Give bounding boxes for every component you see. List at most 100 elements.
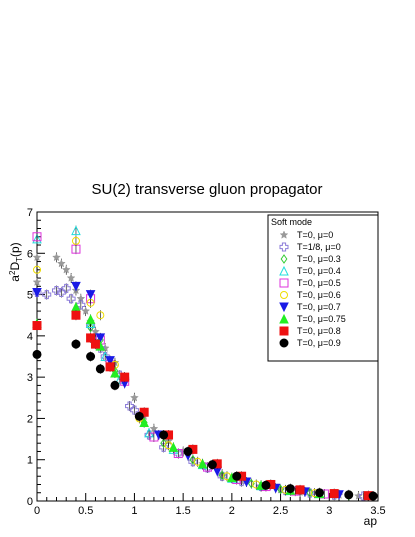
data-point bbox=[285, 484, 295, 494]
legend-entry: T=0, μ=0.4 bbox=[279, 265, 341, 276]
data-point bbox=[86, 352, 96, 361]
data-point bbox=[87, 322, 94, 333]
data-point bbox=[197, 458, 208, 469]
x-tick-label: 2.5 bbox=[273, 505, 288, 517]
data-point bbox=[261, 480, 271, 490]
data-point bbox=[96, 311, 105, 320]
data-point bbox=[86, 333, 96, 343]
data-point bbox=[120, 372, 130, 382]
y-axis-label: a2DT(p) bbox=[8, 242, 24, 281]
data-point bbox=[232, 471, 242, 481]
data-point bbox=[159, 430, 169, 440]
series-8 bbox=[32, 310, 373, 501]
data-point bbox=[207, 460, 217, 470]
data-point bbox=[61, 283, 71, 293]
x-tick-label: 1.5 bbox=[175, 505, 190, 517]
data-point bbox=[52, 252, 61, 262]
legend-label: T=0, μ=0.5 bbox=[297, 278, 341, 288]
legend-label: T=1/8, μ=0 bbox=[297, 242, 341, 252]
data-point bbox=[183, 446, 193, 456]
data-point bbox=[32, 277, 42, 286]
legend-box bbox=[267, 214, 379, 362]
data-point bbox=[81, 306, 91, 315]
data-point bbox=[61, 265, 71, 274]
legend-label: T=0, μ=0.8 bbox=[297, 326, 341, 336]
data-point bbox=[32, 233, 42, 244]
chart-title: SU(2) transverse gluon propagator bbox=[92, 181, 323, 198]
data-point bbox=[134, 411, 144, 421]
legend-marker bbox=[280, 291, 288, 299]
y-tick-label: 7 bbox=[27, 207, 33, 219]
x-axis-label: ap bbox=[364, 514, 378, 528]
data-point bbox=[95, 364, 105, 374]
legend-marker bbox=[279, 230, 289, 239]
data-point bbox=[368, 491, 378, 501]
x-axis-ticks: 0 0.5 1 1.5 2 2.5 3 3.5 bbox=[34, 493, 386, 517]
data-point bbox=[66, 273, 76, 282]
data-point bbox=[42, 290, 52, 300]
data-point bbox=[110, 380, 120, 390]
data-point bbox=[125, 401, 135, 411]
legend-entries: T=0, μ=0 T=1/8, μ=0 T=0, μ=0.3 T=0, μ=0.4 T=… bbox=[279, 230, 346, 348]
data-point bbox=[66, 294, 76, 304]
data-point bbox=[32, 349, 42, 359]
data-point bbox=[173, 449, 183, 459]
data-point bbox=[71, 236, 80, 245]
y-tick-label: 6 bbox=[27, 248, 33, 260]
x-tick-label: 3.5 bbox=[370, 505, 385, 517]
legend-marker bbox=[279, 326, 289, 336]
y-axis-label-sub: T bbox=[15, 257, 24, 262]
data-point bbox=[189, 454, 197, 465]
legend-entry: T=1/8, μ=0 bbox=[279, 242, 341, 252]
legend-label: T=0, μ=0.6 bbox=[297, 290, 341, 300]
data-point bbox=[32, 288, 42, 298]
data-point bbox=[90, 339, 100, 349]
y-tick-label: 2 bbox=[27, 413, 33, 425]
data-point bbox=[295, 485, 305, 495]
data-point bbox=[71, 310, 81, 320]
data-point bbox=[129, 393, 139, 402]
x-tick-label: 3 bbox=[326, 505, 332, 517]
legend-label: T=0, μ=0 bbox=[297, 230, 333, 240]
data-point bbox=[71, 281, 81, 292]
data-point bbox=[95, 333, 106, 344]
data-point bbox=[56, 288, 66, 298]
data-point bbox=[149, 424, 159, 433]
data-point bbox=[168, 442, 179, 452]
x-tick-label: 1 bbox=[131, 505, 137, 517]
legend-title: Soft mode bbox=[271, 217, 312, 227]
data-point bbox=[71, 225, 81, 236]
legend-marker bbox=[280, 254, 288, 264]
y-axis-label-d: D bbox=[8, 262, 22, 271]
y-tick-label: 5 bbox=[27, 290, 33, 302]
data-point bbox=[315, 488, 325, 498]
series-9 bbox=[32, 339, 378, 502]
data-point bbox=[76, 300, 86, 310]
legend-label: T=0, μ=0.3 bbox=[297, 254, 341, 264]
y-tick-label: 3 bbox=[27, 372, 33, 384]
data-point bbox=[32, 252, 42, 262]
data-point bbox=[105, 362, 115, 372]
x-tick-label: 0.5 bbox=[78, 505, 93, 517]
legend-marker bbox=[279, 338, 289, 348]
data-point bbox=[105, 356, 115, 366]
y-axis-label-sup: 2 bbox=[8, 270, 17, 275]
y-tick-label: 1 bbox=[27, 455, 33, 467]
data-point bbox=[56, 258, 66, 268]
legend-label: T=0, μ=0.7 bbox=[297, 302, 341, 312]
legend-label: T=0, μ=0.4 bbox=[297, 266, 341, 276]
data-point bbox=[85, 314, 96, 324]
data-point bbox=[32, 232, 42, 242]
legend-entry: T=0, μ=0.8 bbox=[279, 326, 341, 336]
data-point bbox=[139, 417, 149, 428]
y-axis-label-arg: (p) bbox=[8, 242, 22, 257]
legend: Soft mode T=0, μ=0T=1/8, μ=0T=0, μ=0.3T=… bbox=[267, 214, 379, 362]
data-point bbox=[329, 489, 339, 499]
y-tick-label: 4 bbox=[27, 331, 33, 343]
legend-label: T=0, μ=0.9 bbox=[297, 338, 341, 348]
legend-marker bbox=[279, 242, 289, 252]
legend-entry: T=0, μ=0 bbox=[279, 230, 333, 240]
legend-entry: T=0, μ=0.3 bbox=[280, 254, 341, 264]
data-point bbox=[32, 321, 42, 331]
